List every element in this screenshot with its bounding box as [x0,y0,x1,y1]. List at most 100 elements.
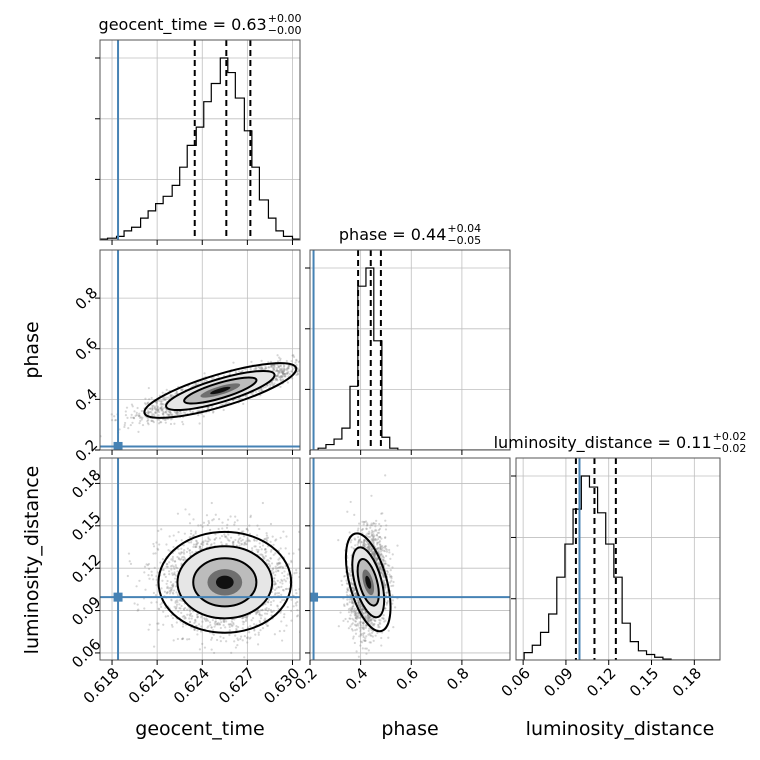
scatter-point [249,636,252,639]
scatter-point [151,409,154,412]
scatter-point [229,622,232,626]
scatter-point [249,514,252,517]
scatter-point [148,567,151,571]
scatter-point [152,421,155,424]
scatter-point [305,595,307,597]
scatter-point [200,625,203,628]
scatter-point [237,533,240,536]
scatter-point [202,541,205,544]
scatter-point [143,402,147,405]
scatter-point [203,372,206,375]
scatter-point [279,364,282,368]
scatter-point [276,579,279,582]
scatter-point [286,372,289,375]
scatter-point [182,622,185,626]
scatter-point [271,572,274,575]
scatter-point [163,590,166,593]
scatter-point [204,379,207,382]
scatter-point [171,586,174,589]
scatter-point [175,574,178,577]
scatter-point [210,626,213,629]
scatter-point [132,417,136,420]
scatter-point [261,501,264,505]
scatter-point [272,571,275,574]
scatter-point [220,534,224,538]
scatter-point [160,587,163,590]
scatter-point [240,530,243,533]
scatter-point [207,406,210,409]
scatter-point [265,538,268,541]
scatter-point [272,368,275,371]
scatter-point [172,572,176,576]
scatter-point [255,623,258,626]
scatter-point [251,616,255,620]
scatter-point [276,375,279,378]
scatter-point [157,548,160,551]
scatter-point [172,534,175,537]
scatter-point [171,564,174,567]
scatter-point [97,412,99,414]
scatter-point [172,584,175,588]
scatter-point [290,609,293,612]
panel-content [516,458,720,660]
scatter-point [286,371,289,374]
scatter-point [280,368,284,371]
scatter-point [290,370,293,373]
scatter-point [207,625,210,628]
scatter-point [278,566,281,569]
scatter-point [150,414,154,417]
scatter-point [214,623,217,626]
scatter-point [172,545,175,549]
scatter-point [275,375,278,378]
scatter-point [258,542,261,545]
scatter-point [283,613,286,616]
scatter-point [176,601,179,604]
scatter-point [162,403,165,406]
scatter-point [176,411,180,414]
scatter-point [232,540,235,543]
scatter-point [152,578,155,581]
scatter-point [262,557,265,561]
scatter-point [163,396,166,399]
scatter-point [267,598,270,601]
scatter-point [295,363,298,367]
scatter-point [156,409,159,412]
scatter-point [235,627,238,630]
scatter-point [290,561,293,564]
scatter-point [224,543,228,546]
scatter-point [155,408,158,411]
scatter-point [207,540,210,543]
scatter-point [94,419,96,421]
scatter-point [273,368,276,372]
scatter-point [278,586,281,589]
panel-frame [99,39,301,241]
scatter-point [147,573,150,577]
scatter-point [281,639,284,642]
scatter-point [279,565,283,568]
scatter-point [225,535,228,538]
scatter-point [171,413,174,416]
scatter-point [161,402,164,405]
scatter-point [157,422,161,425]
scatter-point [172,639,175,642]
scatter-point [274,565,277,568]
scatter-point [207,521,211,525]
scatter-point [191,410,195,413]
panel-content [100,40,300,240]
scatter-point [246,537,249,540]
scatter-point [150,419,153,423]
scatter-point [174,580,177,584]
scatter-point [183,617,186,620]
scatter-point [162,399,165,402]
scatter-point [282,372,285,375]
scatter-point [129,562,133,565]
scatter-point [261,554,264,557]
scatter-point [165,543,168,546]
scatter-point [283,372,286,375]
scatter-point [248,637,251,640]
scatter-point [161,391,164,394]
scatter-point [280,369,283,372]
scatter-point [190,617,193,620]
scatter-point [184,617,187,620]
scatter-point [281,371,285,375]
